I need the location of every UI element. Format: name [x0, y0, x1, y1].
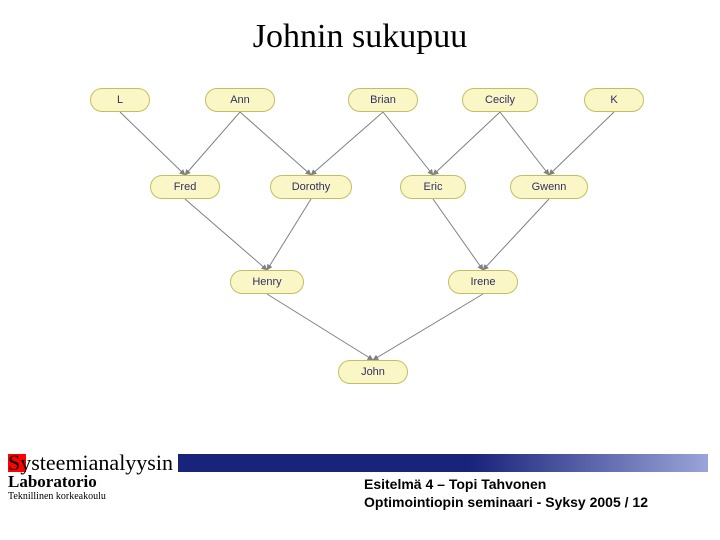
edge-fred-henry — [185, 199, 267, 270]
edge-irene-john — [373, 294, 483, 360]
edge-henry-john — [267, 294, 373, 360]
footer-lab-text: Laboratorio — [8, 472, 97, 492]
tree-node-gwenn: Gwenn — [510, 175, 588, 199]
tree-node-l: L — [90, 88, 150, 112]
tree-node-brian: Brian — [348, 88, 418, 112]
family-tree-diagram: L Ann Brian Cecily K Fred Dorothy Eric Gwenn Henr… — [60, 80, 660, 430]
tree-node-dorothy: Dorothy — [270, 175, 352, 199]
tree-node-k: K — [584, 88, 644, 112]
edge-l-fred — [120, 112, 185, 175]
edge-brian-eric — [383, 112, 433, 175]
footer-right-text: Esitelmä 4 – Topi Tahvonen Optimointiopi… — [364, 476, 648, 511]
edge-cecily-gwenn — [500, 112, 549, 175]
footer-right-line1: Esitelmä 4 – Topi Tahvonen — [364, 476, 546, 492]
edge-eric-irene — [433, 199, 483, 270]
edge-cecily-eric — [433, 112, 500, 175]
tree-node-fred: Fred — [150, 175, 220, 199]
footer-right-line2: Optimointiopin seminaari - Syksy 2005 / … — [364, 494, 648, 510]
footer: Systeemianalyysin Laboratorio Teknilline… — [0, 454, 720, 514]
tree-node-ann: Ann — [205, 88, 275, 112]
tree-node-cecily: Cecily — [462, 88, 538, 112]
tree-node-john: John — [338, 360, 408, 384]
slide-title: Johnin sukupuu — [0, 18, 720, 56]
slide: Johnin sukupuu L Ann Brian Cecily K Fred Dorot… — [0, 0, 720, 540]
edge-dorothy-henry — [267, 199, 311, 270]
edge-ann-dorothy — [240, 112, 311, 175]
edge-brian-dorothy — [311, 112, 383, 175]
footer-bar — [178, 454, 708, 472]
edge-ann-fred — [185, 112, 240, 175]
edge-k-gwenn — [549, 112, 614, 175]
tree-node-henry: Henry — [230, 270, 304, 294]
footer-uni-text: Teknillinen korkeakoulu — [8, 491, 106, 502]
tree-node-irene: Irene — [448, 270, 518, 294]
edge-gwenn-irene — [483, 199, 549, 270]
tree-node-eric: Eric — [400, 175, 466, 199]
